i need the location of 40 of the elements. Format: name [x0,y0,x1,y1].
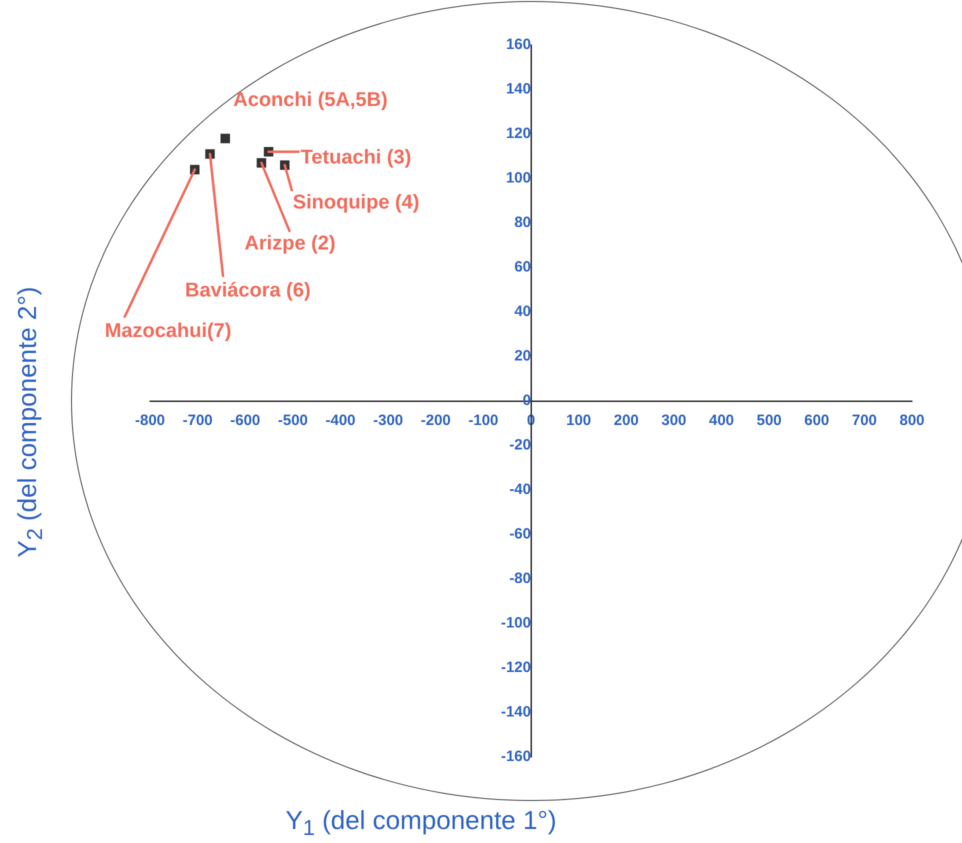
y-tick-label: 20 [514,348,531,365]
y-tick-label: 60 [514,258,531,276]
x-tick-label: -400 [325,412,356,430]
y-tick-label: -60 [509,526,531,543]
y-tick-label: 80 [514,214,531,232]
y-tick-label: -20 [509,436,531,454]
y-tick-label: -100 [500,614,531,632]
y-tick-label: -120 [500,659,531,676]
annotation: Arizpe (2) [244,232,336,254]
y-tick-label: 160 [506,36,531,54]
x-tick-label: 600 [804,412,830,430]
x-tick-label: -700 [182,412,213,430]
point [220,134,230,144]
x-tick-label: 400 [708,412,734,430]
x-tick-label: -100 [468,412,498,430]
y-tick-label: -80 [509,570,531,588]
x-axis-title: Y$_{1}$ (del componente 1°) [284,805,558,842]
x-tick-label: 700 [852,412,877,430]
y-tick-label: 40 [514,303,531,320]
y-tick-label: 100 [506,170,531,187]
y-tick-label: 140 [506,80,531,98]
x-tick-label: -200 [420,412,451,430]
y-tick-label: -140 [500,704,531,721]
y-tick-label: -40 [509,481,531,498]
x-tick-label: 200 [614,412,639,430]
x-tick-label: -600 [230,412,260,430]
x-tick-label: -800 [134,412,166,430]
x-tick-label: -300 [373,412,404,430]
x-tick-label: 100 [566,412,592,430]
y-tick-label: 120 [506,125,531,142]
annotation: Mazocahui(7) [104,320,232,342]
annotation: Aconchi (5A,5B) [233,88,388,111]
x-tick-label: -500 [278,412,308,430]
annotation: Baviácora (6) [185,280,311,302]
y-tick-label: -160 [500,748,531,766]
annotation: Sinoquipe (4) [292,192,420,214]
x-tick-label: 500 [756,412,782,430]
annotation: Tetuachi (3) [300,146,412,168]
x-tick-label: 800 [899,412,925,430]
x-tick-label: 300 [661,412,686,430]
